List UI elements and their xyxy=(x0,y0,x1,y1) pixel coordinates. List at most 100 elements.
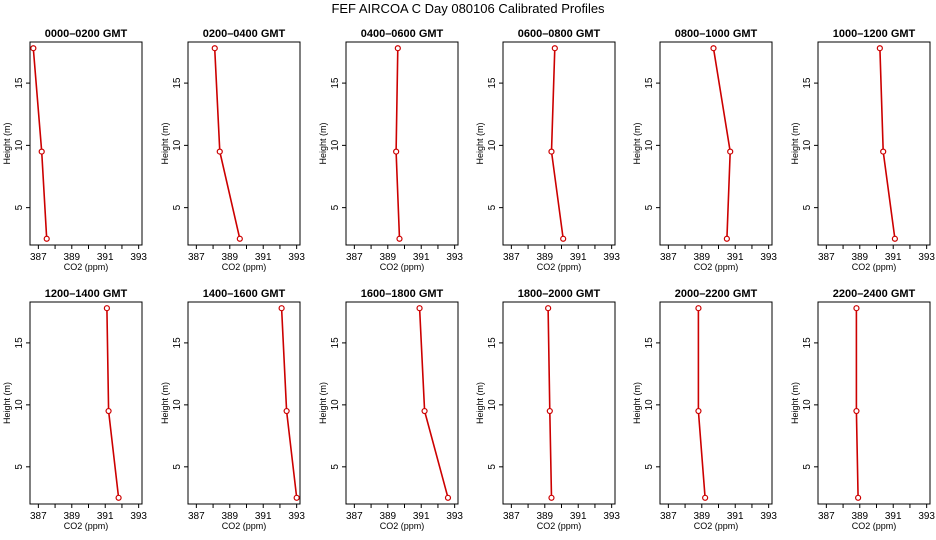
x-tick-label: 389 xyxy=(379,252,396,263)
x-tick-label: 391 xyxy=(727,511,744,522)
co2-profile-line xyxy=(879,48,896,239)
panel-title: 0000–0200 GMT xyxy=(45,28,128,40)
x-axis-label: CO2 (ppm) xyxy=(64,262,109,272)
data-point xyxy=(444,494,452,501)
x-tick-label: 389 xyxy=(63,511,80,522)
x-tick-label: 387 xyxy=(30,511,47,522)
panel-9: 1600–1800 GMT 387 389 391 393 5 10 15 CO2 (ppm) H… xyxy=(318,288,463,531)
y-axis-label: Height (m) xyxy=(318,122,328,164)
panel-11: 2000–2200 GMT 387 389 391 393 5 10 15 CO2 (ppm) H… xyxy=(632,288,777,531)
data-point xyxy=(421,407,428,415)
x-axis-label: CO2 (ppm) xyxy=(222,262,267,272)
co2-profile-line xyxy=(697,308,706,498)
y-axis-label: Height (m) xyxy=(160,382,170,424)
y-tick-label: 15 xyxy=(487,77,498,89)
x-tick-label: 387 xyxy=(660,252,677,263)
y-tick-label: 10 xyxy=(172,139,183,151)
x-tick-label: 391 xyxy=(255,511,272,522)
y-tick-label: 10 xyxy=(14,139,25,151)
x-tick-label: 387 xyxy=(346,511,363,522)
x-tick-label: 391 xyxy=(885,511,902,522)
y-tick-label: 5 xyxy=(172,464,183,470)
y-tick-label: 5 xyxy=(172,204,183,210)
y-tick-label: 15 xyxy=(644,77,655,89)
y-tick-label: 5 xyxy=(802,464,813,470)
y-tick-label: 5 xyxy=(644,464,655,470)
panel-2: 0200–0400 GMT 387 389 391 393 5 10 15 CO2 (ppm) H… xyxy=(160,28,305,272)
x-tick-label: 391 xyxy=(255,252,272,263)
data-point xyxy=(876,45,883,52)
x-tick-label: 389 xyxy=(63,252,80,263)
panel-1: 0000–0200 GMT 387 389 391 393 5 10 15 CO2 (ppm) H… xyxy=(2,28,147,272)
x-tick-label: 387 xyxy=(818,252,835,263)
co2-profile-line xyxy=(550,48,564,239)
data-point xyxy=(702,494,709,501)
figure-title: FEF AIRCOA C Day 080106 Calibrated Profi… xyxy=(331,1,605,16)
x-tick-label: 387 xyxy=(188,252,205,263)
data-point xyxy=(548,494,555,501)
y-axis-label: Height (m) xyxy=(2,122,12,164)
panel-title: 0600–0800 GMT xyxy=(518,28,601,40)
x-tick-label: 387 xyxy=(818,511,835,522)
x-tick-label: 387 xyxy=(30,252,47,263)
plot-frame xyxy=(817,41,931,246)
x-tick-label: 393 xyxy=(760,511,777,522)
y-tick-label: 5 xyxy=(330,464,341,470)
plot-frame xyxy=(29,301,143,505)
x-tick-label: 389 xyxy=(536,511,553,522)
x-tick-label: 393 xyxy=(288,511,305,522)
plot-frame xyxy=(345,301,459,505)
x-axis-label: CO2 (ppm) xyxy=(694,521,739,531)
x-tick-label: 389 xyxy=(851,252,868,263)
y-tick-label: 15 xyxy=(172,77,183,89)
data-point xyxy=(853,407,860,415)
panel-title: 1400–1600 GMT xyxy=(203,288,286,300)
x-tick-label: 389 xyxy=(221,252,238,263)
x-axis-label: CO2 (ppm) xyxy=(537,521,582,531)
x-tick-label: 391 xyxy=(570,511,587,522)
x-tick-label: 393 xyxy=(603,252,620,263)
x-tick-label: 393 xyxy=(446,511,463,522)
x-tick-label: 393 xyxy=(130,252,147,263)
y-axis-label: Height (m) xyxy=(632,382,642,424)
panel-title: 2000–2200 GMT xyxy=(675,288,758,300)
data-point xyxy=(546,407,553,415)
y-tick-label: 5 xyxy=(487,204,498,210)
data-point xyxy=(855,494,862,501)
data-point xyxy=(293,494,300,501)
plot-frame xyxy=(187,301,301,505)
data-point xyxy=(393,148,400,155)
plot-frame xyxy=(187,41,301,246)
data-point xyxy=(416,305,423,312)
panel-title: 1600–1800 GMT xyxy=(361,288,444,300)
y-tick-label: 10 xyxy=(802,139,813,151)
x-tick-label: 387 xyxy=(660,511,677,522)
x-axis-label: CO2 (ppm) xyxy=(537,262,582,272)
co2-profile-line xyxy=(547,308,553,498)
y-tick-label: 15 xyxy=(172,337,183,349)
co2-profile-line xyxy=(395,48,401,239)
panel-title: 0800–1000 GMT xyxy=(675,28,758,40)
panel-title: 1200–1400 GMT xyxy=(45,288,128,300)
y-tick-label: 15 xyxy=(802,77,813,89)
data-point xyxy=(710,45,717,52)
y-axis-label: Height (m) xyxy=(318,382,328,424)
x-tick-label: 391 xyxy=(97,252,114,263)
y-tick-label: 10 xyxy=(14,399,25,411)
panel-title: 1000–1200 GMT xyxy=(833,28,916,40)
data-point xyxy=(283,407,290,415)
data-point xyxy=(695,305,702,312)
data-point xyxy=(560,235,567,242)
data-point xyxy=(880,148,887,155)
x-tick-label: 391 xyxy=(727,252,744,263)
y-tick-label: 10 xyxy=(644,139,655,151)
y-axis-label: Height (m) xyxy=(475,382,485,424)
x-tick-label: 393 xyxy=(288,252,305,263)
x-axis-label: CO2 (ppm) xyxy=(380,262,425,272)
co2-profile-line xyxy=(32,48,48,239)
panel-title: 0200–0400 GMT xyxy=(203,28,286,40)
x-tick-label: 393 xyxy=(918,511,935,522)
x-tick-label: 387 xyxy=(188,511,205,522)
y-axis-label: Height (m) xyxy=(790,382,800,424)
plot-frame xyxy=(659,41,773,246)
